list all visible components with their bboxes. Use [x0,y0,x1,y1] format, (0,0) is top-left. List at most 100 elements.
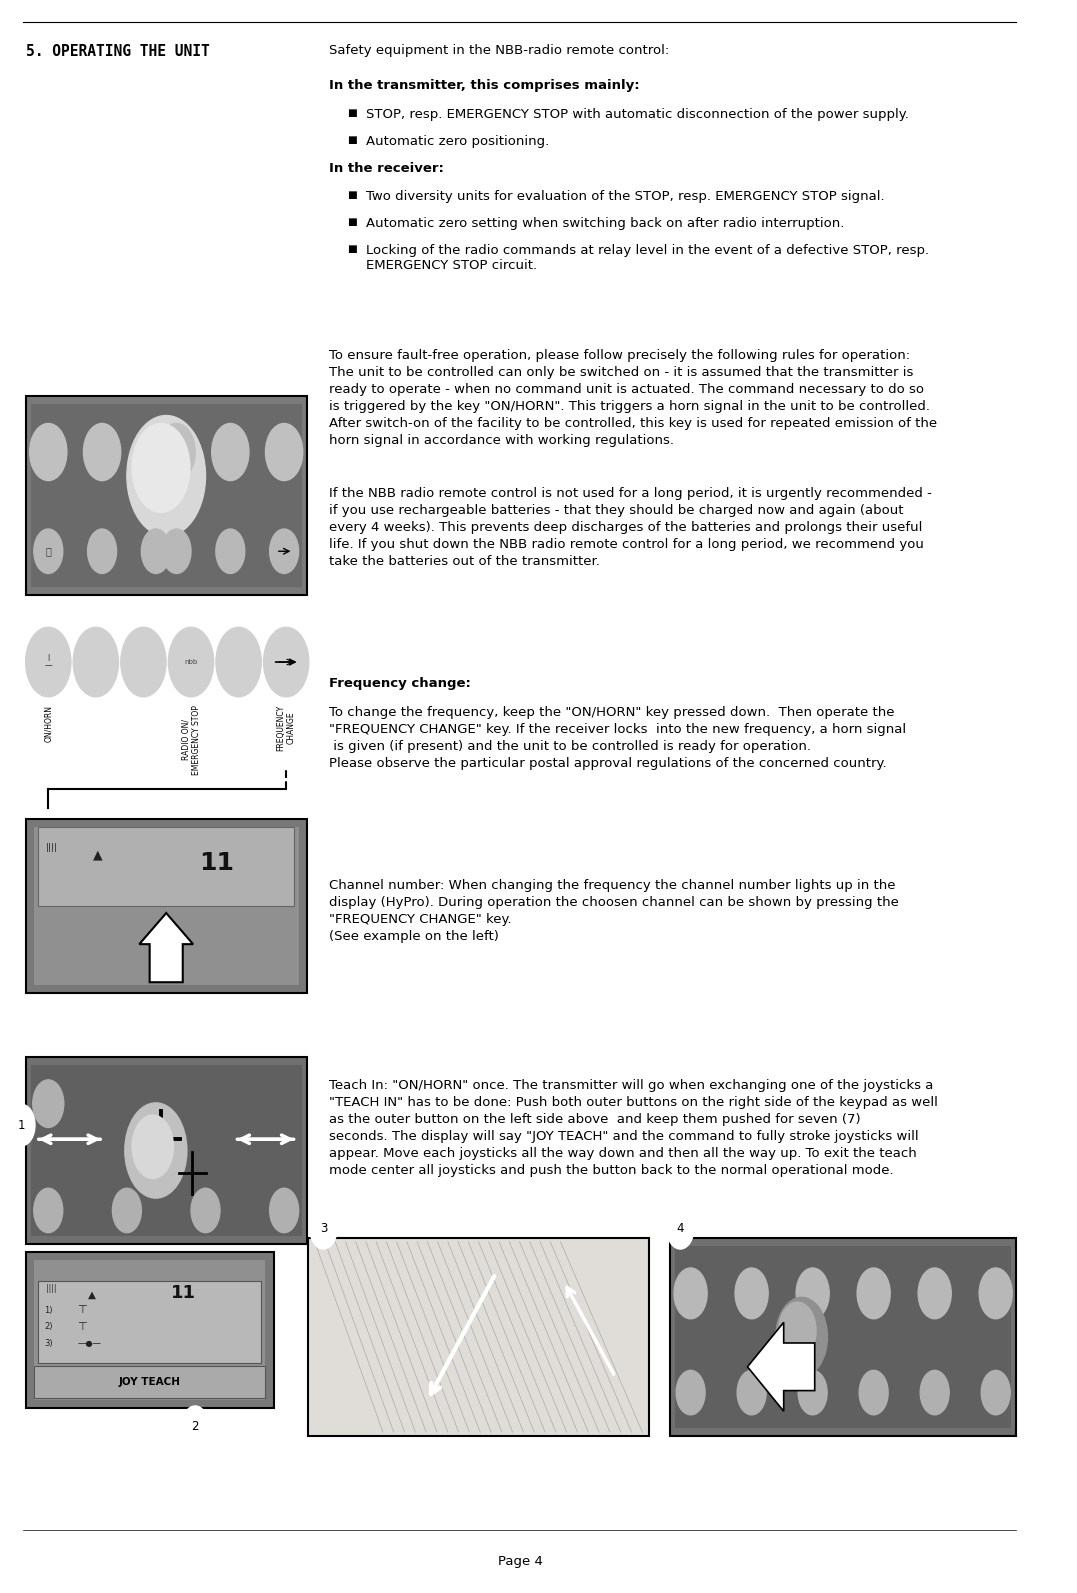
Circle shape [215,529,244,573]
Circle shape [779,1301,816,1359]
Circle shape [979,1268,1012,1319]
Circle shape [264,628,309,698]
Text: Page 4: Page 4 [498,1555,543,1568]
Bar [308,1238,649,1437]
Circle shape [121,628,166,698]
Text: ⊤: ⊤ [78,1322,87,1332]
Text: —●—: —●— [78,1338,101,1348]
Text: In the transmitter, this comprises mainly:: In the transmitter, this comprises mainl… [328,80,640,92]
Circle shape [215,628,262,698]
Text: STOP, resp. EMERGENCY STOP with automatic disconnection of the power supply.: STOP, resp. EMERGENCY STOP with automati… [366,108,909,121]
Circle shape [87,529,116,573]
Circle shape [30,424,67,481]
Circle shape [125,1102,187,1198]
Circle shape [798,1370,827,1415]
Text: ▲: ▲ [93,849,102,862]
Circle shape [26,628,71,698]
Text: I
—: I — [44,653,52,671]
Text: RADIO ON/
EMERGENCY STOP: RADIO ON/ EMERGENCY STOP [181,706,200,774]
Circle shape [132,424,190,513]
Circle shape [132,1115,173,1179]
Bar [675,1246,1011,1429]
Text: FREQUENCY
CHANGE: FREQUENCY CHANGE [277,706,296,750]
Text: Channel number: When changing the frequency the channel number lights up in the
: Channel number: When changing the freque… [328,879,898,943]
Circle shape [310,1207,337,1249]
Polygon shape [139,913,193,983]
Text: ■: ■ [347,134,356,145]
Text: ■: ■ [347,244,356,253]
Circle shape [168,628,213,698]
Circle shape [269,1188,298,1233]
Text: Automatic zero setting when switching back on after radio interruption.: Automatic zero setting when switching ba… [366,217,844,229]
Text: ■: ■ [347,217,356,228]
Text: 2: 2 [192,1421,199,1434]
Circle shape [141,529,170,573]
Circle shape [112,1188,141,1233]
Text: ■: ■ [347,108,356,118]
Circle shape [667,1207,694,1249]
Text: Safety equipment in the NBB-radio remote control:: Safety equipment in the NBB-radio remote… [328,45,669,57]
Text: ⊤: ⊤ [78,1305,87,1316]
Circle shape [775,1297,827,1376]
Text: ⏻: ⏻ [45,546,52,556]
Circle shape [674,1268,708,1319]
Text: 11: 11 [199,851,235,875]
Bar [26,819,307,994]
Text: Teach In: "ON/HORN" once. The transmitter will go when exchanging one of the joy: Teach In: "ON/HORN" once. The transmitte… [328,1078,937,1177]
Text: 1: 1 [17,1118,25,1131]
Text: 5. OPERATING THE UNIT: 5. OPERATING THE UNIT [26,45,209,59]
Text: 2): 2) [44,1322,53,1332]
Circle shape [127,416,206,537]
Text: 11: 11 [170,1284,196,1301]
Circle shape [676,1370,705,1415]
Circle shape [859,1370,889,1415]
Text: 3: 3 [320,1222,327,1235]
Text: ON/HORN: ON/HORN [44,706,53,742]
Circle shape [33,529,62,573]
Text: In the receiver:: In the receiver: [328,161,444,175]
Text: Frequency change:: Frequency change: [328,677,471,690]
Text: ▲: ▲ [87,1290,96,1300]
Text: To change the frequency, keep the "ON/HORN" key pressed down.  Then operate the
: To change the frequency, keep the "ON/HO… [328,706,906,769]
Circle shape [158,424,195,481]
Text: ||||: |||| [46,843,58,852]
Text: 1): 1) [44,1306,53,1314]
Text: ■: ■ [347,190,356,201]
Bar [33,827,298,986]
Circle shape [920,1370,949,1415]
Circle shape [162,529,191,573]
Bar [33,1367,266,1399]
Circle shape [981,1370,1010,1415]
Text: Automatic zero positioning.: Automatic zero positioning. [366,134,549,148]
Circle shape [737,1370,766,1415]
Circle shape [266,424,303,481]
Text: nbb: nbb [184,660,198,664]
Text: ||||: |||| [46,1284,57,1294]
Text: Two diversity units for evaluation of the STOP, resp. EMERGENCY STOP signal.: Two diversity units for evaluation of th… [366,190,884,202]
Circle shape [919,1268,951,1319]
Bar [33,1260,266,1400]
Bar [31,405,302,586]
Bar [26,1252,274,1408]
Text: To ensure fault-free operation, please follow precisely the following rules for : To ensure fault-free operation, please f… [328,349,937,448]
Polygon shape [747,1322,814,1411]
Text: If the NBB radio remote control is not used for a long period, it is urgently re: If the NBB radio remote control is not u… [328,487,932,569]
Text: 4: 4 [676,1222,684,1235]
Text: 3): 3) [44,1338,53,1348]
Bar [31,1064,302,1236]
Bar [38,827,294,906]
Circle shape [8,1104,34,1145]
Bar [26,1056,307,1244]
Text: Locking of the radio commands at relay level in the event of a defective STOP, r: Locking of the radio commands at relay l… [366,244,929,272]
Circle shape [83,424,121,481]
Circle shape [212,424,249,481]
Circle shape [73,628,118,698]
Text: FREQUENCY CHANGE: FREQUENCY CHANGE [87,857,210,867]
Circle shape [191,1188,220,1233]
Bar [26,397,307,594]
Text: JOY TEACH: JOY TEACH [118,1378,181,1388]
Circle shape [857,1268,891,1319]
Circle shape [32,1080,64,1128]
Circle shape [736,1268,768,1319]
Bar [38,1281,262,1364]
